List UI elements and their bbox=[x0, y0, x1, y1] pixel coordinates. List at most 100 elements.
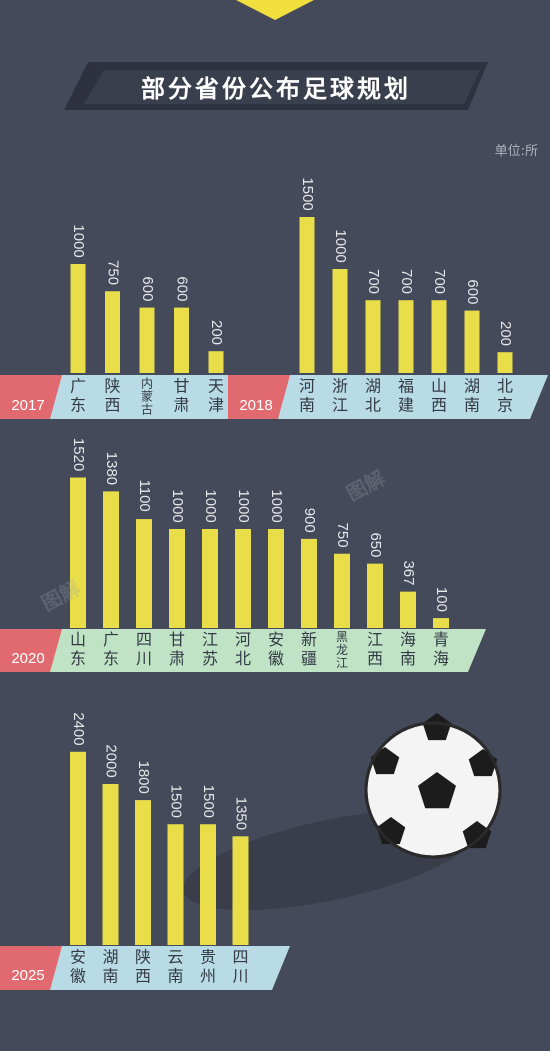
category-label: 东 bbox=[103, 649, 119, 668]
category-label: 南 bbox=[464, 396, 480, 415]
bar bbox=[398, 300, 414, 373]
value-label: 1500 bbox=[200, 785, 217, 818]
category-label: 苏 bbox=[202, 649, 218, 668]
value-label: 1350 bbox=[233, 797, 250, 830]
category-band bbox=[50, 629, 486, 672]
category-label: 肃 bbox=[173, 396, 189, 415]
year-tag bbox=[0, 375, 62, 419]
bar bbox=[334, 553, 350, 628]
category-label: 西 bbox=[367, 649, 383, 668]
bar bbox=[232, 836, 249, 945]
year-label: 2020 bbox=[11, 650, 44, 667]
category-label: 天 bbox=[208, 377, 224, 396]
category-label: 京 bbox=[497, 396, 513, 415]
value-label: 700 bbox=[431, 269, 448, 294]
value-label: 200 bbox=[497, 321, 514, 346]
ball-patch bbox=[418, 772, 456, 809]
category-label: 四 bbox=[232, 948, 248, 967]
category-band bbox=[50, 946, 290, 990]
category-label: 云 bbox=[167, 948, 183, 967]
value-label: 700 bbox=[398, 269, 415, 294]
category-label: 州 bbox=[200, 967, 216, 986]
category-label: 安 bbox=[70, 948, 86, 967]
category-label: 徽 bbox=[268, 649, 284, 668]
value-label: 1000 bbox=[70, 224, 87, 257]
value-label: 1500 bbox=[299, 177, 316, 210]
bar bbox=[136, 519, 152, 628]
year-label: 2025 bbox=[11, 967, 44, 984]
category-label: 肃 bbox=[169, 649, 185, 668]
category-band bbox=[278, 375, 548, 419]
title-banner-inner bbox=[84, 70, 480, 104]
bar bbox=[332, 269, 348, 373]
bar bbox=[135, 800, 151, 945]
category-label: 古 bbox=[141, 402, 153, 417]
bar bbox=[365, 300, 381, 373]
title-banner: 部分省份公布足球规划 bbox=[64, 62, 488, 110]
category-label: 南 bbox=[299, 396, 315, 415]
category-label: 安 bbox=[268, 630, 284, 649]
category-label: 浙 bbox=[332, 377, 348, 396]
category-label: 蒙 bbox=[141, 390, 153, 404]
category-label: 江 bbox=[336, 656, 348, 670]
bar bbox=[70, 477, 86, 628]
value-label: 650 bbox=[367, 532, 384, 557]
ball-patch bbox=[422, 713, 452, 741]
value-label: 1500 bbox=[168, 785, 185, 818]
category-label: 陕 bbox=[135, 948, 151, 967]
value-label: 1000 bbox=[268, 489, 285, 522]
category-label: 河 bbox=[299, 377, 315, 396]
top-marker bbox=[236, 0, 314, 20]
value-label: 100 bbox=[433, 587, 450, 612]
category-label: 江 bbox=[202, 630, 218, 649]
category-label: 河 bbox=[235, 630, 251, 649]
year-tag bbox=[228, 375, 290, 419]
bar bbox=[103, 491, 119, 628]
bar bbox=[301, 538, 317, 628]
category-label: 甘 bbox=[173, 377, 189, 396]
category-label: 北 bbox=[235, 649, 251, 668]
value-label: 600 bbox=[174, 276, 191, 301]
bar bbox=[431, 300, 447, 373]
category-label: 广 bbox=[103, 630, 119, 649]
category-label: 东 bbox=[70, 396, 86, 415]
unit-label: 单位:所 bbox=[494, 144, 538, 159]
bar bbox=[70, 264, 86, 373]
value-label: 2400 bbox=[70, 712, 87, 745]
category-label: 新 bbox=[301, 630, 317, 649]
category-label: 黑 bbox=[336, 630, 348, 644]
value-label: 367 bbox=[400, 560, 417, 585]
value-label: 1000 bbox=[235, 489, 252, 522]
bar bbox=[208, 351, 224, 373]
bar bbox=[70, 751, 86, 945]
bar bbox=[433, 618, 449, 628]
bar bbox=[200, 824, 216, 945]
category-label: 陕 bbox=[104, 377, 120, 396]
year-tag bbox=[0, 946, 62, 990]
category-label: 南 bbox=[167, 967, 183, 986]
category-label: 福 bbox=[398, 377, 414, 396]
category-label: 湖 bbox=[102, 948, 118, 967]
value-label: 1100 bbox=[136, 479, 153, 511]
value-label: 1000 bbox=[202, 489, 219, 522]
category-label: 北 bbox=[497, 377, 513, 396]
bar bbox=[268, 529, 284, 628]
page-title: 部分省份公布足球规划 bbox=[141, 74, 411, 103]
category-label: 东 bbox=[70, 649, 86, 668]
category-label: 川 bbox=[136, 649, 152, 668]
category-label: 山 bbox=[70, 630, 86, 649]
value-label: 750 bbox=[334, 523, 351, 548]
ball-patch bbox=[462, 821, 492, 849]
category-label: 青 bbox=[433, 630, 449, 649]
bar bbox=[105, 291, 120, 373]
bar bbox=[167, 824, 184, 945]
value-label: 200 bbox=[208, 320, 225, 345]
category-label: 海 bbox=[433, 649, 449, 668]
year-label: 2018 bbox=[239, 397, 272, 414]
category-band bbox=[50, 375, 262, 419]
bar bbox=[497, 352, 513, 373]
category-label: 江 bbox=[367, 630, 383, 649]
value-label: 1800 bbox=[135, 761, 152, 794]
